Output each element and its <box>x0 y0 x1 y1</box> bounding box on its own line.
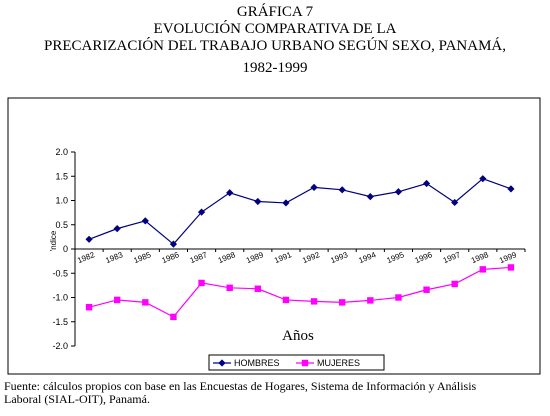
data-point-mujeres <box>395 294 402 301</box>
x-tick-label: 1995 <box>386 250 406 265</box>
data-point-hombres <box>479 175 487 183</box>
y-axis-label: 'ndice <box>49 230 58 251</box>
y-tick-label: 0.5 <box>55 220 68 230</box>
legend-marker-mujeres <box>301 359 309 367</box>
data-point-hombres <box>507 185 515 193</box>
x-tick-label: 1996 <box>414 250 434 265</box>
legend-label-mujeres: MUJERES <box>317 358 360 368</box>
data-point-hombres <box>422 179 431 188</box>
data-point-hombres <box>254 197 262 206</box>
y-tick-label: -2.0 <box>52 341 68 351</box>
chart-title-line-2: EVOLUCIÓN COMPARATIVA DE LA <box>153 21 397 37</box>
data-point-mujeres <box>310 298 318 305</box>
data-point-mujeres <box>254 285 262 292</box>
data-point-mujeres <box>507 264 515 271</box>
legend: HOMBRES MUJERES <box>208 354 385 371</box>
source-note-line-1: Fuente: cálculos propios con base en las… <box>4 379 477 393</box>
series-line-mujeres <box>88 266 511 318</box>
data-point-mujeres <box>479 266 487 273</box>
data-point-hombres <box>394 188 403 196</box>
x-tick-label: 1993 <box>329 250 349 265</box>
source-note-line-2: Laboral (SIAL-OIT), Panamá. <box>4 392 150 406</box>
x-tick-label: 1987 <box>189 250 209 265</box>
x-axis-label: Años <box>282 328 314 344</box>
y-tick-label: -1.0 <box>52 293 68 303</box>
x-tick-label: 1989 <box>245 250 265 265</box>
data-point-mujeres <box>282 296 290 304</box>
x-tick-label: 1997 <box>442 250 462 265</box>
data-point-hombres <box>451 198 459 207</box>
x-tick-label: 1985 <box>132 250 152 265</box>
y-tick-label: -1.5 <box>52 317 68 327</box>
data-point-mujeres <box>338 299 346 306</box>
data-point-hombres <box>141 217 149 225</box>
series-line-hombres <box>88 177 512 245</box>
y-tick-label: 1.0 <box>55 196 68 206</box>
data-point-hombres <box>366 193 374 201</box>
legend-label-hombres: HOMBRES <box>234 358 280 368</box>
data-point-mujeres <box>142 299 149 306</box>
y-tick-label: -0.5 <box>52 268 68 278</box>
data-point-mujeres <box>170 313 177 321</box>
x-tick-label: 1988 <box>217 250 237 265</box>
chart-title-line-1: GRÁFICA 7 <box>236 4 314 20</box>
data-point-mujeres <box>423 286 430 293</box>
y-ticks: 2.0 1.5 1.0 0.5 0 -0.5 -1.0 -1.5 -2.0 <box>52 147 75 351</box>
data-point-mujeres <box>367 297 374 304</box>
data-point-mujeres <box>226 284 233 291</box>
data-point-hombres <box>85 235 93 243</box>
x-tick-label: 1986 <box>161 250 181 265</box>
series-layer <box>85 175 515 321</box>
chart-title-line-4: 1982-1999 <box>242 60 308 76</box>
y-tick-label: 1.5 <box>55 171 68 181</box>
data-point-hombres <box>282 199 290 207</box>
x-tick-label: 1998 <box>470 250 490 265</box>
x-ticks: 1982 1983 1985 1986 1987 1988 1989 1991 1992 1993… <box>74 249 526 265</box>
data-point-hombres <box>338 186 346 194</box>
data-point-hombres <box>197 208 206 216</box>
x-tick-label: 1991 <box>273 250 293 265</box>
x-tick-label: 1992 <box>301 250 321 265</box>
data-point-mujeres <box>198 279 205 287</box>
legend-marker-hombres <box>218 359 226 367</box>
x-tick-label: 1994 <box>357 250 377 265</box>
data-point-mujeres <box>113 296 121 304</box>
x-tick-label: 1983 <box>104 250 124 265</box>
data-point-hombres <box>226 189 234 197</box>
x-tick-label: 1999 <box>498 250 518 265</box>
data-point-hombres <box>113 225 121 233</box>
data-point-hombres <box>169 240 178 248</box>
chart-border <box>7 97 541 375</box>
chart-title-line-3: PRECARIZACIÓN DEL TRABAJO URBANO SEGÚN S… <box>44 38 506 54</box>
y-tick-label: 0 <box>63 244 68 254</box>
y-tick-label: 2.0 <box>55 147 68 157</box>
x-tick-label: 1982 <box>76 250 96 265</box>
data-point-mujeres <box>85 304 93 311</box>
data-point-hombres <box>310 183 318 192</box>
data-point-mujeres <box>451 280 458 288</box>
